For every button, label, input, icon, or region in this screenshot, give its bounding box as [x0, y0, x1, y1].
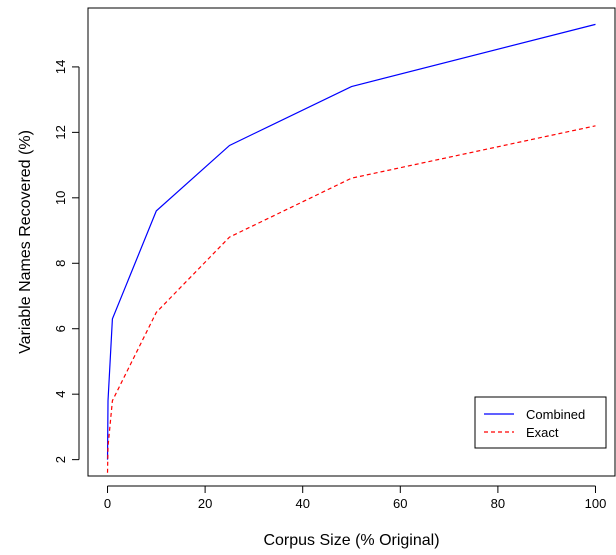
legend-label-combined: Combined [526, 407, 585, 422]
y-tick-label: 2 [53, 456, 68, 463]
x-tick-label: 40 [295, 496, 309, 511]
legend-label-exact: Exact [526, 425, 559, 440]
series-line-exact [106, 125, 596, 473]
y-tick-label: 4 [53, 391, 68, 398]
y-tick-label: 8 [53, 260, 68, 267]
x-axis-title: Corpus Size (% Original) [263, 532, 439, 549]
x-axis: 0 20 40 60 80 100 [104, 485, 607, 511]
y-axis-title: Variable Names Recovered (%) [17, 130, 34, 354]
series-line-combined [106, 23, 596, 460]
x-tick-label: 100 [585, 496, 607, 511]
plot-frame [87, 7, 616, 477]
y-tick-label: 10 [53, 191, 68, 205]
series-layer [106, 23, 596, 473]
y-tick-label: 12 [53, 125, 68, 139]
x-tick-label: 80 [491, 496, 505, 511]
legend-box [474, 396, 607, 449]
y-axis: 2 4 6 8 10 12 14 [53, 60, 80, 463]
x-tick-label: 20 [198, 496, 212, 511]
x-tick-label: 60 [393, 496, 407, 511]
y-tick-label: 6 [53, 325, 68, 332]
y-tick-label: 14 [53, 60, 68, 74]
x-tick-label: 0 [104, 496, 111, 511]
legend: Combined Exact [474, 396, 607, 449]
